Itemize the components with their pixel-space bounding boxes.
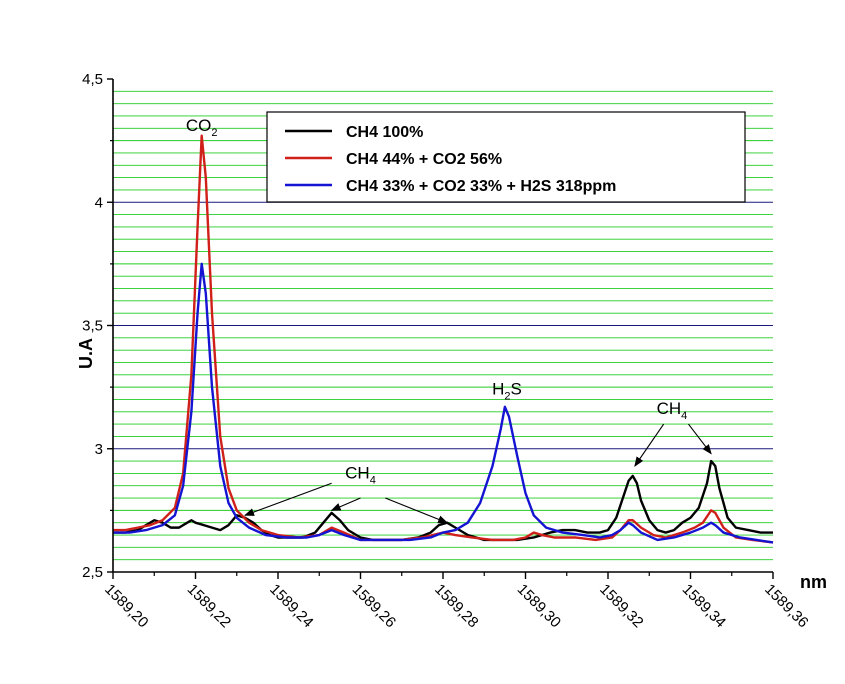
y-tick-label: 2,5 [82, 564, 103, 581]
series-line-3 [113, 262, 774, 544]
y-axis-label: U.A [76, 338, 96, 369]
x-tick-label: 1589,32 [596, 581, 646, 631]
x-tick-label: 1589,34 [679, 581, 729, 631]
series-line-1 [113, 459, 773, 542]
x-tick-label: 1589,28 [431, 581, 481, 631]
x-tick-label: 1589,26 [349, 581, 399, 631]
annotation-label: H2S [492, 380, 522, 403]
grid-lines [113, 90, 773, 561]
annotations: CO2 CH4 H2S CH4 [186, 116, 712, 524]
y-tick-label: 4 [95, 194, 103, 211]
legend: CH4 100% CH4 44% + CO2 56% CH4 33% + CO2 3… [266, 111, 746, 203]
annotation-label: CO2 [186, 116, 218, 139]
annotation-arrow [244, 482, 332, 516]
annotation-label: CH4 [345, 463, 376, 486]
annotation-arrow [688, 423, 712, 455]
x-tick-label: 1589,20 [101, 581, 151, 631]
annotation-arrow [634, 423, 665, 467]
x-tick-label: 1589,30 [514, 581, 564, 631]
series-group [113, 134, 774, 544]
annotation-arrow [330, 497, 361, 511]
annotation-arrow [385, 497, 449, 524]
legend-entry: CH4 44% + CO2 56% [346, 151, 502, 168]
legend-entry: CH4 100% [346, 124, 423, 141]
y-tick-label: 4,5 [82, 71, 103, 88]
y-tick-label: 3,5 [82, 318, 103, 335]
legend-entry: CH4 33% + CO2 33% + H2S 318ppm [346, 178, 616, 195]
x-axis-label: nm [800, 572, 827, 592]
y-tick-label: 3 [95, 441, 103, 458]
legend-box [266, 111, 746, 203]
x-tick-label: 1589,22 [184, 581, 234, 631]
annotation-label: CH4 [657, 399, 688, 422]
x-tick-label: 1589,24 [266, 581, 316, 631]
